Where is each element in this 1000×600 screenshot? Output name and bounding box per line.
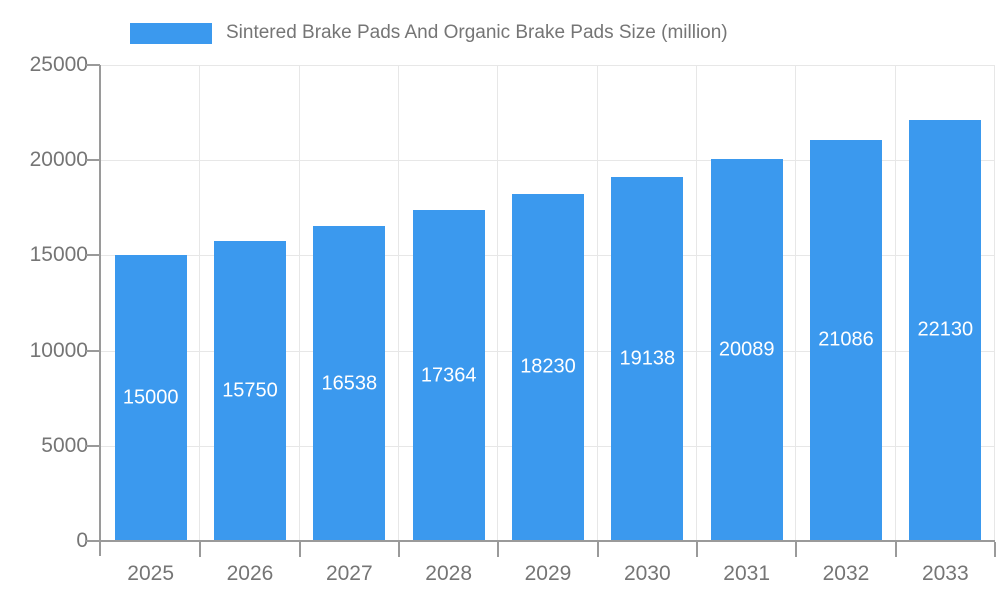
y-axis-tick-label: 0 (76, 529, 88, 552)
y-axis-tick (86, 254, 100, 257)
bar-2028: 17364 (412, 210, 485, 541)
bar-value-label: 15000 (122, 386, 179, 409)
x-axis-tick (894, 542, 897, 557)
legend-label: Sintered Brake Pads And Organic Brake Pa… (226, 22, 728, 43)
y-axis-line (99, 65, 101, 556)
bar-value-label: 16538 (321, 372, 378, 395)
x-axis-tick-label: 2029 (524, 562, 572, 585)
x-axis-tick (398, 542, 400, 557)
y-axis-tick (86, 349, 100, 352)
y-axis-tick (86, 444, 100, 447)
horizontal-gridline (101, 65, 995, 66)
y-axis-tick-label: 15000 (29, 243, 88, 267)
x-axis-tick (199, 542, 202, 557)
y-axis-tick-label: 20000 (29, 148, 88, 172)
y-axis-tick-label: 25000 (29, 53, 88, 76)
bar-2030: 19138 (611, 176, 684, 541)
bar-2026: 15750 (214, 241, 286, 541)
x-axis-tick (696, 542, 698, 557)
vertical-gridline (398, 65, 399, 541)
y-axis-tick-label: 10000 (29, 338, 88, 362)
bar-2027: 16538 (313, 226, 386, 541)
bar-value-label: 17364 (420, 364, 477, 387)
x-axis-tick (497, 542, 500, 557)
x-axis-tick-label: 2027 (325, 562, 373, 585)
y-axis-tick (86, 64, 100, 66)
bar-value-label: 15750 (222, 379, 278, 402)
bar-value-label: 20089 (718, 338, 775, 361)
bar-2033: 22130 (909, 119, 982, 541)
y-axis-tick-label: 5000 (41, 433, 88, 457)
vertical-gridline (199, 65, 201, 541)
x-axis-line (86, 540, 995, 542)
x-axis-tick (795, 542, 798, 557)
vertical-gridline (298, 65, 300, 541)
plot-area: 15000 15750 16538 17364 18230 19138 20089 21086… (101, 65, 995, 541)
bar-2031: 20089 (710, 158, 783, 541)
x-axis-tick-label: 2025 (127, 562, 175, 585)
x-axis-tick-label: 2028 (425, 562, 473, 585)
x-axis-tick-label: 2030 (623, 562, 671, 585)
legend-swatch-icon (130, 22, 212, 44)
bar-2025: 15000 (114, 255, 187, 541)
x-axis-tick-label: 2031 (723, 562, 771, 585)
bar-value-label: 19138 (619, 347, 676, 370)
vertical-gridline (795, 65, 797, 541)
y-axis-tick (86, 159, 100, 162)
vertical-gridline (696, 65, 697, 541)
horizontal-gridline (101, 160, 995, 162)
x-axis-tick-label: 2033 (921, 562, 969, 585)
y-axis-tick (86, 540, 100, 542)
bar-value-label: 22130 (917, 318, 974, 341)
vertical-gridline (497, 65, 499, 541)
vertical-gridline (894, 65, 896, 541)
bar-value-label: 21086 (818, 328, 874, 351)
x-axis-tick-label: 2032 (822, 562, 870, 585)
x-axis-tick (994, 542, 996, 557)
vertical-gridline (596, 65, 598, 541)
bar-2032: 21086 (810, 139, 882, 541)
bar-2029: 18230 (512, 193, 584, 541)
x-axis-tick (596, 542, 599, 557)
x-axis-tick (298, 542, 301, 557)
x-axis-tick-label: 2026 (226, 562, 274, 585)
vertical-gridline (994, 65, 995, 541)
chart-legend: Sintered Brake Pads And Organic Brake Pa… (130, 20, 728, 46)
bar-value-label: 18230 (520, 355, 576, 378)
